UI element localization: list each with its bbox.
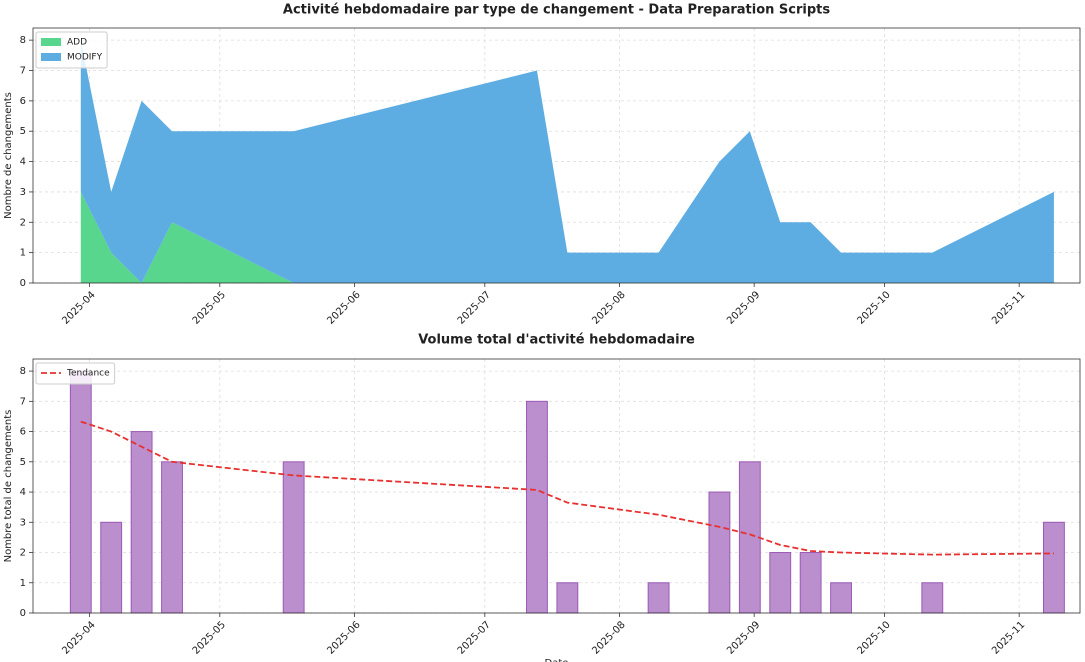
x-tick-label: 2025-10 (855, 289, 892, 326)
y-tick-label: 2 (20, 548, 26, 559)
y-tick-label: 7 (20, 66, 26, 77)
y-axis-label: Nombre total de changements (3, 410, 14, 563)
y-tick-label: 2 (20, 217, 26, 228)
bar (708, 491, 731, 614)
x-tick-label: 2025-07 (456, 619, 493, 656)
x-tick-label: 2025-09 (725, 289, 762, 326)
x-tick-label: 2025-08 (590, 289, 627, 326)
bar (769, 552, 792, 614)
bar (130, 431, 153, 614)
y-tick-label: 6 (20, 96, 26, 107)
x-tick-label: 2025-04 (60, 619, 97, 656)
y-tick-label: 1 (20, 248, 26, 259)
x-tick-label: 2025-07 (456, 289, 493, 326)
legend-label: ADD (67, 38, 87, 48)
bar (799, 552, 822, 614)
x-tick-label: 2025-11 (990, 289, 1027, 326)
bar (556, 582, 579, 614)
x-tick-label: 2025-05 (191, 289, 228, 326)
bar (921, 582, 944, 614)
bar (282, 461, 305, 614)
x-tick-label: 2025-06 (325, 289, 362, 326)
x-tick-label: 2025-04 (60, 289, 97, 326)
y-tick-label: 0 (20, 278, 26, 289)
x-tick-label: 2025-06 (325, 619, 362, 656)
chart-title: Activité hebdomadaire par type de change… (283, 3, 830, 18)
area (80, 191, 1054, 283)
y-tick-label: 6 (20, 427, 26, 438)
bar (647, 582, 670, 614)
bar (161, 461, 183, 614)
x-tick-label: 2025-09 (725, 619, 762, 656)
bar (738, 461, 761, 614)
bar (69, 370, 92, 614)
chart-title: Volume total d'activité hebdomadaire (418, 333, 695, 348)
plot-frame (32, 27, 1081, 284)
legend-frame (35, 362, 116, 385)
y-tick-label: 0 (20, 608, 26, 619)
y-tick-label: 4 (20, 487, 26, 498)
x-axis-label: Date (545, 658, 569, 662)
y-tick-label: 5 (20, 457, 26, 468)
y-tick-label: 8 (20, 35, 26, 46)
legend-label: MODIFY (67, 53, 103, 63)
plot-frame (32, 358, 1081, 614)
y-tick-label: 3 (20, 187, 26, 198)
legend: ADD MODIFY (35, 31, 108, 69)
y-tick-label: 7 (20, 396, 26, 407)
x-tick-label: 2025-11 (990, 619, 1027, 656)
y-axis-label: Nombre de changements (3, 92, 14, 219)
bar (1043, 521, 1065, 614)
bar (100, 521, 123, 614)
x-tick-label: 2025-10 (855, 619, 892, 656)
legend-swatch (41, 38, 61, 46)
x-tick-label: 2025-08 (590, 619, 627, 656)
y-tick-label: 4 (20, 157, 26, 168)
legend-swatch (41, 53, 61, 61)
bar (830, 582, 852, 614)
y-tick-label: 1 (20, 578, 26, 589)
legend: Tendance (35, 362, 116, 385)
bar (526, 400, 548, 614)
legend-label: Tendance (66, 369, 110, 379)
y-tick-label: 8 (20, 366, 26, 377)
area (80, 40, 1054, 284)
trend-line (80, 420, 1054, 556)
y-tick-label: 5 (20, 126, 26, 137)
y-tick-label: 3 (20, 517, 26, 528)
x-tick-label: 2025-05 (191, 619, 228, 656)
